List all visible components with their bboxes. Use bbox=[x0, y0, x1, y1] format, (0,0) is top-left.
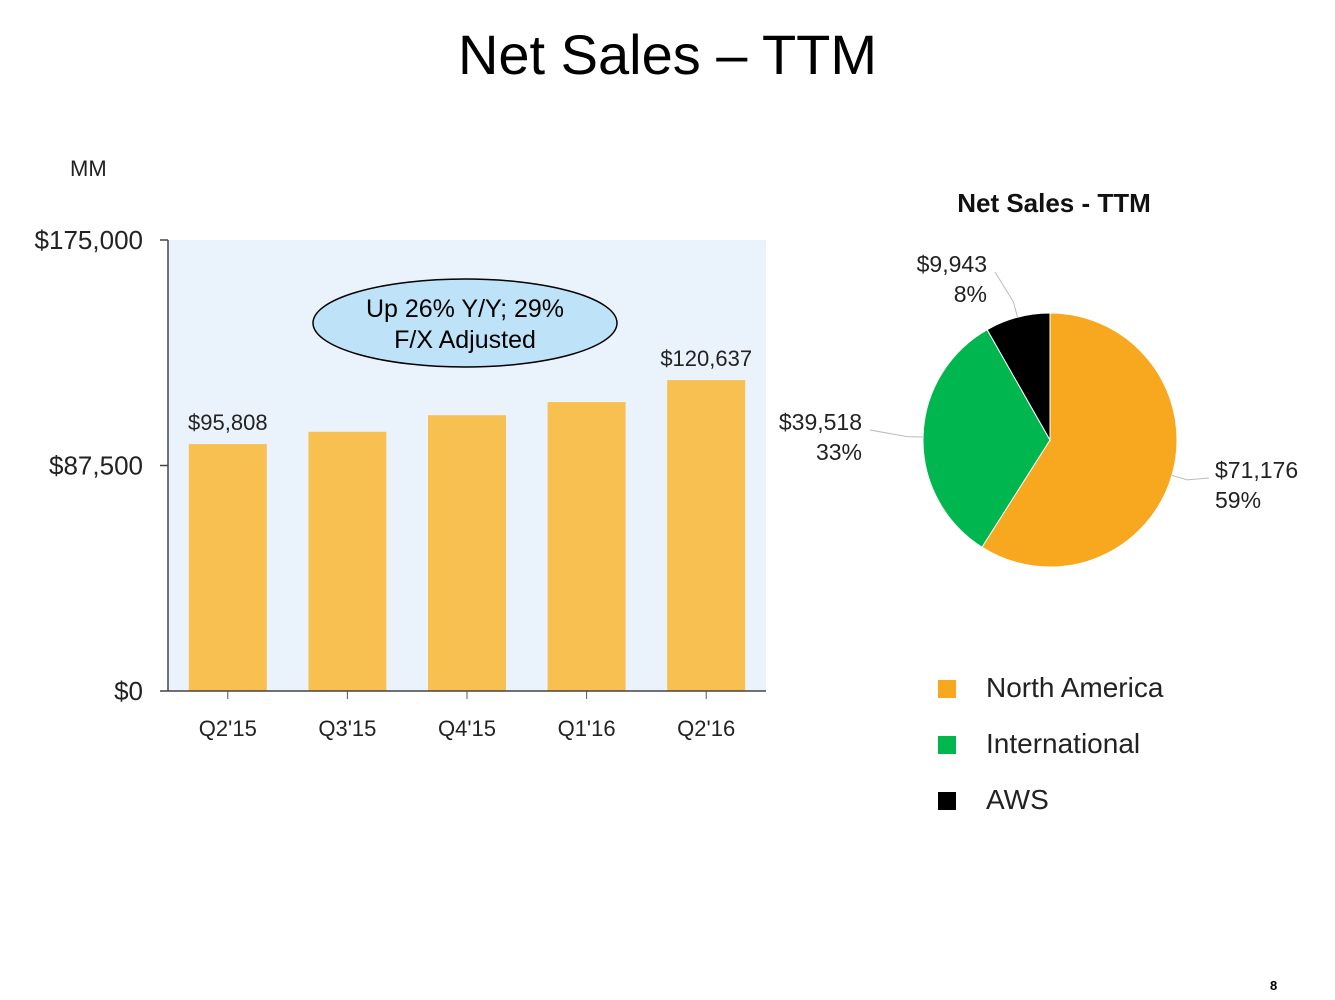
legend-label-aws: AWS bbox=[986, 784, 1049, 815]
unit-label: MM bbox=[70, 156, 107, 181]
page-number: 8 bbox=[1270, 978, 1278, 993]
bar-2 bbox=[428, 415, 506, 691]
x-tick-label-3: Q1'16 bbox=[558, 716, 616, 741]
page-title: Net Sales – TTM bbox=[457, 23, 878, 86]
legend-swatch-aws bbox=[938, 792, 956, 810]
data-label-4: $120,637 bbox=[660, 346, 752, 371]
callout-line-1: Up 26% Y/Y; 29% bbox=[366, 295, 564, 323]
x-tick-label-0: Q2'15 bbox=[199, 716, 257, 741]
callout-ellipse bbox=[312, 278, 618, 368]
x-tick-label-4: Q2'16 bbox=[677, 716, 735, 741]
legend-label-international: International bbox=[986, 728, 1141, 759]
x-tick-label-2: Q4'15 bbox=[438, 716, 496, 741]
data-label-0: $95,808 bbox=[188, 410, 268, 435]
bar-0 bbox=[188, 444, 267, 691]
legend-swatch-international bbox=[938, 736, 956, 754]
legend-label-north-america: North America bbox=[986, 672, 1164, 703]
x-tick-label-1: Q3'15 bbox=[318, 716, 376, 741]
bar-1 bbox=[308, 431, 387, 691]
y-tick-label-2: $175,000 bbox=[35, 225, 143, 255]
y-tick-label-1: $87,500 bbox=[49, 451, 143, 481]
legend-swatch-north-america bbox=[938, 680, 956, 698]
y-tick-label-0: $0 bbox=[114, 676, 143, 706]
bar-3 bbox=[547, 402, 626, 691]
callout-line-2: F/X Adjusted bbox=[394, 326, 536, 354]
bar-4 bbox=[667, 380, 746, 691]
